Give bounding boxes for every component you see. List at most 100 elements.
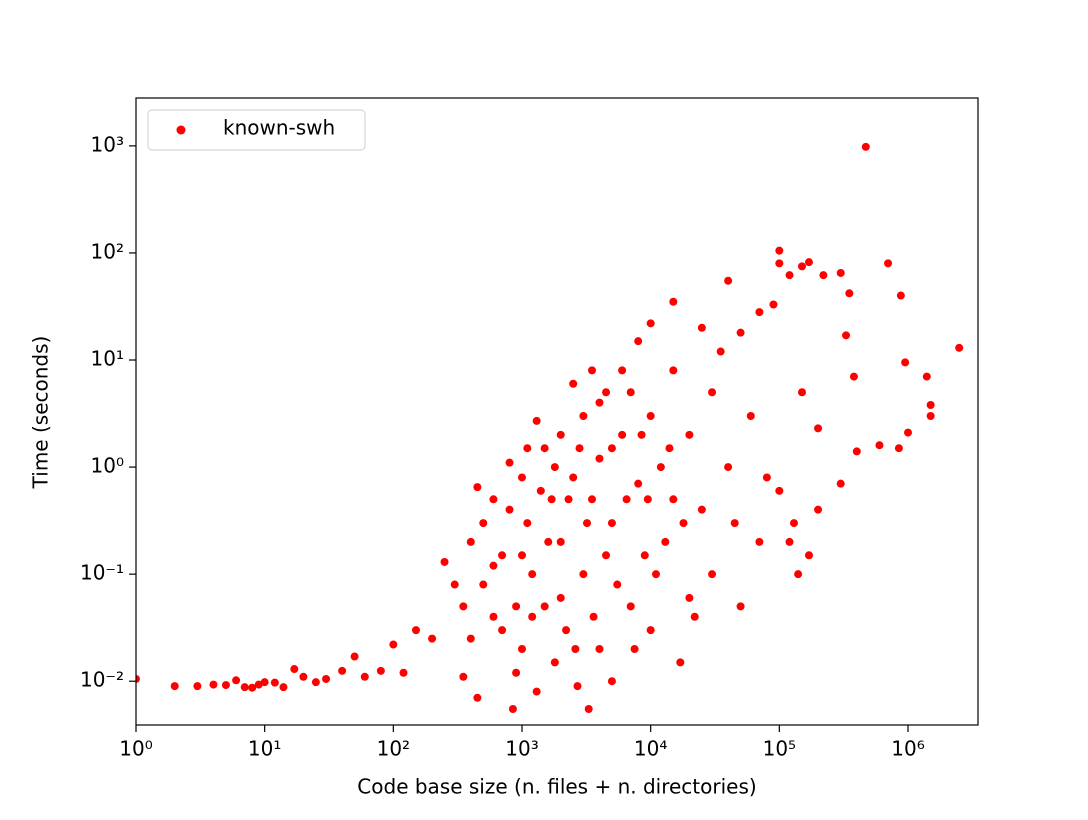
point xyxy=(769,300,778,309)
point xyxy=(626,388,635,397)
point xyxy=(498,551,507,560)
point xyxy=(579,411,588,420)
point xyxy=(512,602,521,611)
point xyxy=(626,602,635,611)
point xyxy=(523,444,532,453)
point xyxy=(556,593,565,602)
point xyxy=(473,483,482,492)
point xyxy=(819,271,828,280)
point xyxy=(489,612,498,621)
point xyxy=(290,665,299,674)
point xyxy=(232,676,241,685)
point xyxy=(523,519,532,528)
point xyxy=(466,537,475,546)
point xyxy=(679,519,688,528)
point xyxy=(736,328,745,337)
plot-frame xyxy=(135,97,979,726)
point xyxy=(221,681,230,690)
point xyxy=(260,678,269,687)
y-tick-label: 10³ xyxy=(91,132,124,156)
point xyxy=(789,519,798,528)
point xyxy=(785,271,794,280)
point xyxy=(512,668,521,677)
point xyxy=(170,682,179,691)
point xyxy=(550,658,559,667)
point xyxy=(669,366,678,375)
point xyxy=(389,640,398,649)
point xyxy=(459,672,468,681)
point xyxy=(136,674,140,683)
point xyxy=(755,537,764,546)
point xyxy=(589,612,598,621)
point xyxy=(532,687,541,696)
point xyxy=(588,366,597,375)
legend-marker xyxy=(176,125,186,135)
point xyxy=(646,626,655,635)
point xyxy=(716,347,725,356)
point xyxy=(569,473,578,482)
point xyxy=(797,388,806,397)
point xyxy=(894,444,903,453)
point xyxy=(640,551,649,560)
point xyxy=(836,268,845,277)
point xyxy=(922,372,931,381)
y-tick-label: 10¹ xyxy=(91,347,124,371)
point xyxy=(634,479,643,488)
point xyxy=(903,428,912,437)
point xyxy=(540,444,549,453)
point xyxy=(569,379,578,388)
point xyxy=(618,366,627,375)
plot-area xyxy=(136,142,964,714)
point xyxy=(595,454,604,463)
point xyxy=(479,519,488,528)
point xyxy=(311,678,320,687)
point xyxy=(562,626,571,635)
point xyxy=(489,561,498,570)
point xyxy=(794,570,803,579)
point xyxy=(708,388,717,397)
y-tick-label: 10² xyxy=(91,239,124,263)
point xyxy=(607,519,616,528)
point xyxy=(926,401,935,410)
point xyxy=(896,291,905,300)
point xyxy=(536,486,545,495)
point xyxy=(634,337,643,346)
point xyxy=(697,505,706,514)
point xyxy=(517,644,526,653)
point xyxy=(730,519,739,528)
x-tick-label: 10³ xyxy=(505,737,538,761)
point xyxy=(724,276,733,285)
point xyxy=(685,593,694,602)
point xyxy=(685,430,694,439)
point xyxy=(489,495,498,504)
point xyxy=(517,551,526,560)
point xyxy=(428,634,437,643)
point xyxy=(724,463,733,472)
point xyxy=(836,479,845,488)
point xyxy=(360,672,369,681)
point xyxy=(955,343,964,352)
point xyxy=(884,259,893,268)
point xyxy=(573,682,582,691)
point xyxy=(849,372,858,381)
point xyxy=(350,652,359,661)
point xyxy=(901,358,910,367)
point xyxy=(797,262,806,271)
point xyxy=(646,411,655,420)
point xyxy=(602,551,611,560)
point xyxy=(517,473,526,482)
point xyxy=(775,246,784,255)
point xyxy=(505,458,514,467)
point xyxy=(547,495,556,504)
point xyxy=(564,495,573,504)
point xyxy=(556,537,565,546)
point xyxy=(209,680,218,689)
point xyxy=(279,683,288,692)
y-tick-label: 10⁻¹ xyxy=(80,561,124,585)
point xyxy=(852,447,861,456)
point xyxy=(622,495,631,504)
point xyxy=(193,682,202,691)
x-axis-label: Code base size (n. files + n. directorie… xyxy=(357,775,756,799)
point xyxy=(588,495,597,504)
